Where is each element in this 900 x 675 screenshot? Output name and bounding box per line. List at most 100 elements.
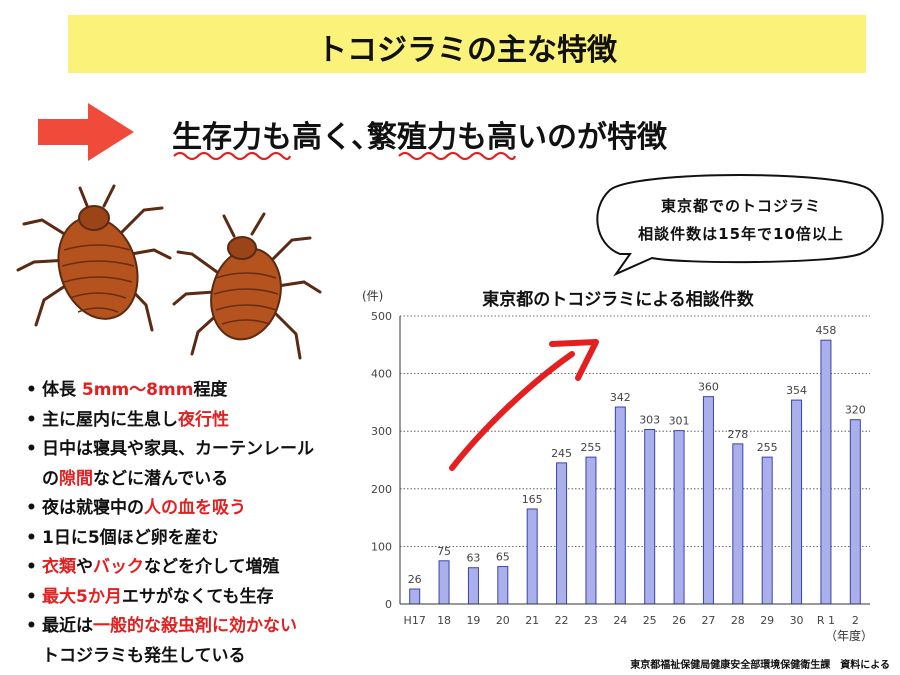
x-tick-label: 2	[852, 614, 859, 627]
list-item-text: 最近は	[42, 616, 93, 636]
bar	[497, 566, 509, 605]
list-item-text: などに潜んでいる	[93, 468, 229, 489]
bar	[791, 399, 803, 605]
wavy-underline-2	[398, 151, 517, 161]
bar	[732, 443, 744, 605]
x-tick-label: 24	[613, 614, 627, 627]
list-item: • 衣類やバックなどを介して増殖	[26, 553, 366, 583]
bar-layer: 26 75 63 65 165 245 255 342 303 301 360 278 255 354 45…	[408, 324, 866, 605]
data-label: 342	[610, 391, 631, 404]
list-item-text: 日中は寝具や家具、カーテンレール	[42, 439, 314, 459]
list-item-text: 程度	[193, 380, 228, 400]
speech-bubble-line-1: 東京都でのトコジラミ	[660, 197, 821, 215]
list-item-continuation: トコジラミも発生している	[26, 642, 366, 672]
bullet-dot: •	[26, 409, 37, 430]
list-item-text: 夜は就寝中の	[42, 498, 144, 518]
data-label: 26	[408, 573, 422, 586]
speech-bubble-text: 東京都でのトコジラミ 相談件数は15年で10倍以上	[606, 192, 876, 248]
list-item: • 日中は寝具や家具、カーテンレール	[26, 435, 366, 465]
x-tick-label: 26	[672, 614, 686, 627]
y-tick-label: 0	[385, 598, 392, 611]
bedbug-illustration-1	[16, 184, 172, 332]
list-item-text: 主に屋内に生息し	[42, 409, 178, 430]
list-item-text: 体長	[42, 380, 82, 400]
chart-title: 東京都のトコジラミによる相談件数	[482, 289, 754, 310]
list-item-continuation: の隙間などに潜んでいる	[26, 465, 366, 495]
bar	[409, 588, 421, 605]
trend-arrow-icon	[449, 339, 599, 471]
list-item: • 1日に5個ほど卵を産む	[26, 524, 366, 554]
bedbug-illustration-2	[172, 212, 322, 360]
highlight-text: 人の血を吸う	[144, 498, 246, 518]
speech-bubble-line-2: 相談件数は15年で10倍以上	[638, 225, 844, 243]
bullet-dot: •	[26, 527, 37, 548]
x-tick-label: H17	[404, 614, 426, 627]
list-item-text: トコジラミも発生している	[42, 645, 246, 666]
y-axis-label: (件)	[362, 289, 383, 303]
x-tick-label: 22	[555, 614, 569, 627]
x-tick-label: 27	[701, 614, 715, 627]
page-title: トコジラミの主な特徴	[317, 33, 617, 68]
list-item: • 主に屋内に生息し夜行性	[26, 406, 366, 436]
x-tick-label: 25	[643, 614, 657, 627]
list-item: • 最大5か月エサがなくても生存	[26, 583, 366, 613]
y-tick-label: 400	[371, 368, 392, 381]
x-tick-label: 23	[584, 614, 598, 627]
highlight-text: 隙間	[59, 468, 93, 489]
bar	[526, 508, 538, 605]
bullet-dot: •	[26, 380, 37, 400]
feature-list: • 体長 5mm～8mm程度 • 主に屋内に生息し夜行性 • 日中は寝具や家具、カーテンレ…	[26, 376, 366, 671]
axis-layer: 0 100 200 300 400 500 H17 18 19 20 21 22 23 24 25 26 27 2…	[371, 310, 870, 627]
x-tick-label: 18	[437, 614, 451, 627]
bar	[761, 456, 773, 605]
highlight-text: 最大5か月	[42, 586, 122, 607]
source-footnote: 東京都福祉保健局健康安全部環境保健衛生課 資料による	[630, 660, 890, 671]
bar	[644, 428, 656, 605]
bar	[614, 406, 626, 605]
x-tick-label: 30	[790, 614, 804, 627]
data-label: 458	[815, 324, 836, 337]
x-tick-label: 29	[760, 614, 774, 627]
y-tick-label: 300	[371, 425, 392, 438]
list-item: • 体長 5mm～8mm程度	[26, 376, 366, 406]
list-item-text: エサがなくても生存	[121, 586, 274, 607]
bullet-dot: •	[26, 586, 37, 607]
highlight-text: バック	[93, 557, 144, 577]
y-tick-label: 200	[371, 483, 392, 496]
list-item-text: などを介して増殖	[144, 557, 280, 577]
list-item-text: や	[76, 557, 93, 577]
data-label: 65	[496, 551, 510, 564]
data-label: 255	[580, 441, 601, 454]
data-label: 63	[466, 552, 480, 565]
data-label: 75	[437, 545, 451, 558]
x-tick-label: 21	[525, 614, 539, 627]
x-axis-label: （年度）	[825, 628, 873, 643]
y-tick-label: 100	[371, 540, 392, 553]
bar	[438, 560, 450, 605]
bar	[673, 430, 685, 605]
data-label: 320	[845, 404, 866, 417]
bullet-dot: •	[26, 557, 37, 577]
data-label: 360	[698, 381, 719, 394]
bullet-dot: •	[26, 498, 37, 518]
x-tick-label: 19	[466, 614, 480, 627]
highlight-text: 一般的な殺虫剤に効かない	[93, 616, 297, 636]
highlight-text: 夜行性	[178, 409, 229, 430]
data-label: 303	[639, 413, 660, 426]
bar	[467, 567, 479, 605]
list-item-text: 1日に5個ほど卵を産む	[42, 527, 219, 548]
bar	[585, 456, 597, 605]
data-label: 354	[786, 384, 807, 397]
x-tick-label: 28	[731, 614, 745, 627]
right-arrow-icon	[38, 103, 134, 161]
list-item: • 夜は就寝中の人の血を吸う	[26, 494, 366, 524]
list-item: • 最近は一般的な殺虫剤に効かない	[26, 612, 366, 642]
x-tick-label: R 1	[817, 614, 835, 627]
title-banner: トコジラミの主な特徴	[68, 15, 866, 73]
bullet-dot: •	[26, 616, 37, 636]
data-label: 245	[551, 447, 572, 460]
highlight-text: 5mm～8mm	[81, 380, 194, 400]
data-label: 301	[669, 415, 690, 428]
y-tick-label: 500	[371, 310, 392, 323]
